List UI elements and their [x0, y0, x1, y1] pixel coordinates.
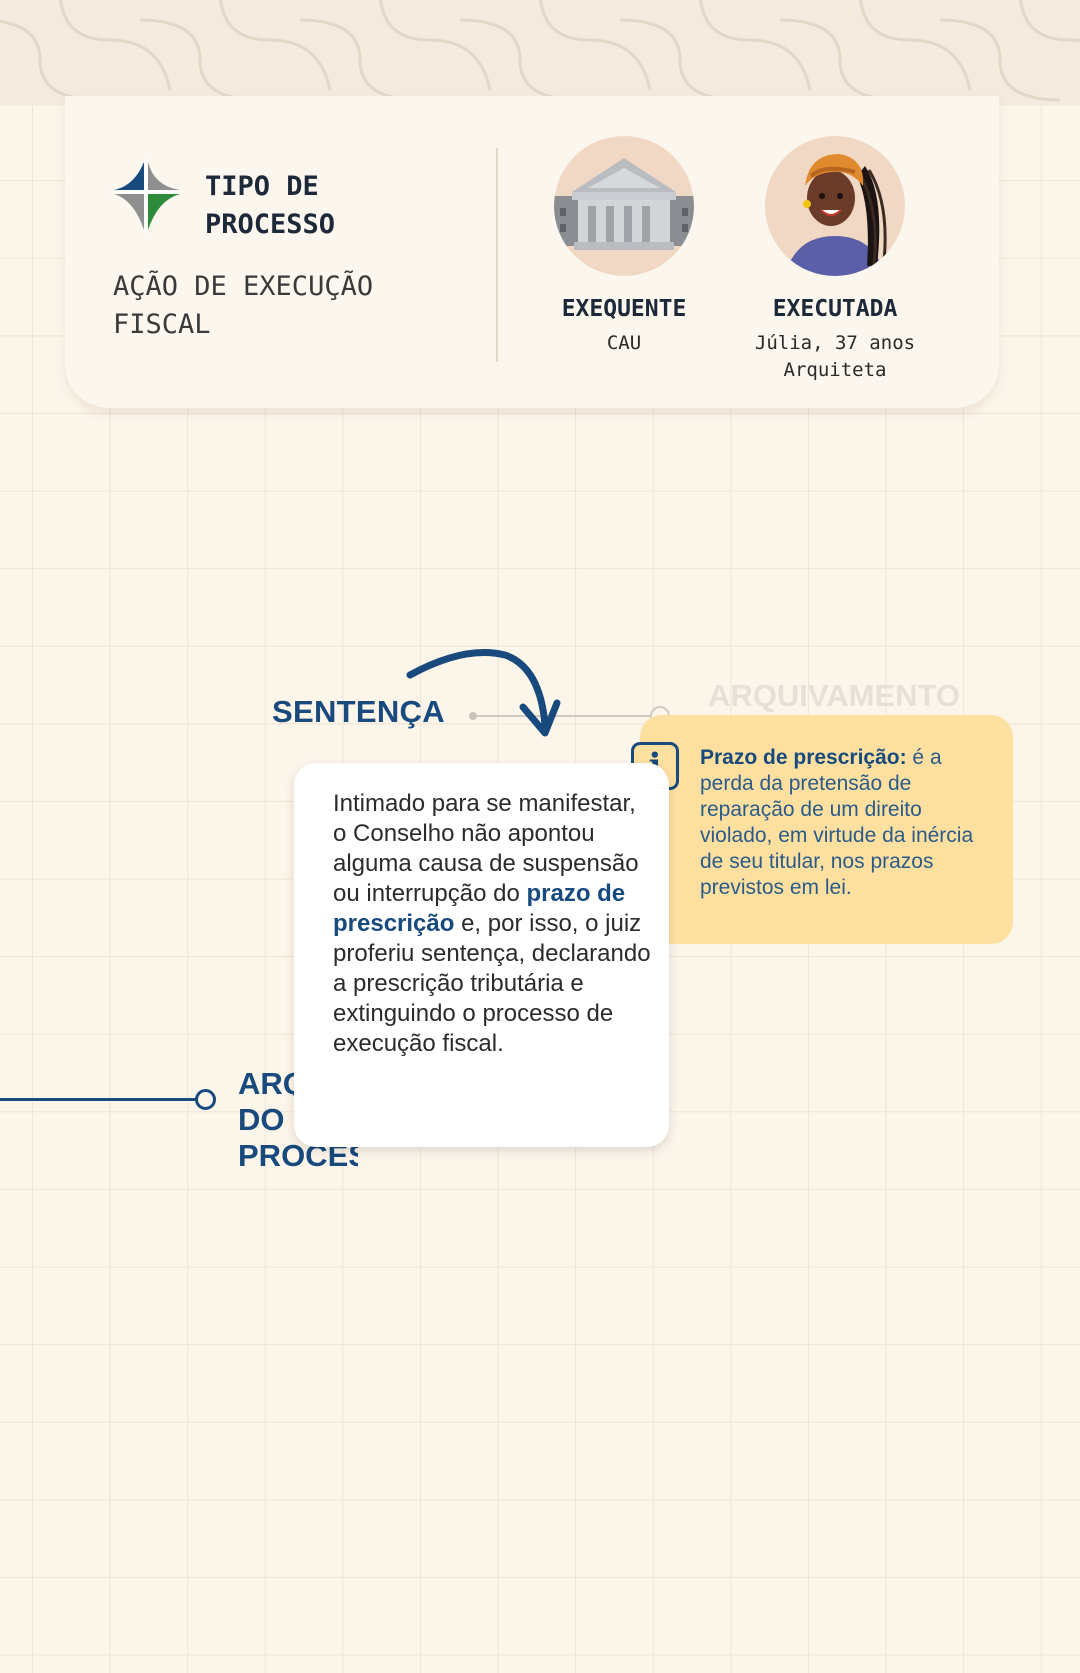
explanation-part-2: e, por isso, o juiz proferiu sentença, d…: [333, 910, 651, 1057]
courthouse-building-icon: [554, 136, 694, 276]
sentence-explanation-card: Intimado para se manifestar, o Conselho …: [294, 763, 669, 1147]
executada-name-age: Júlia, 37 anos: [754, 332, 916, 354]
executada-details: Júlia, 37 anos Arquiteta: [735, 330, 935, 384]
card-divider: [496, 148, 498, 362]
executada-role: EXECUTADA: [772, 296, 898, 322]
timeline-node-bottom: [195, 1089, 216, 1110]
process-type-title: TIPO DE PROCESSO: [205, 171, 336, 240]
definition-term: Prazo de prescrição:: [700, 746, 907, 769]
executada-profession: Arquiteta: [783, 359, 887, 381]
explanation-part-1: Intimado para se manifestar, o Conselho …: [333, 790, 639, 907]
curved-arrow-icon: [406, 649, 561, 737]
timeline-node-sentenca: [469, 712, 477, 720]
exequente-party: EXEQUENTE CAU: [524, 136, 724, 357]
timeline-connector: [470, 715, 660, 717]
definition-body: é a perda da pretensão de reparação de u…: [700, 746, 974, 899]
institution-logo-icon: [110, 156, 182, 236]
executada-party: EXECUTADA Júlia, 37 anos Arquiteta: [735, 136, 935, 384]
decorative-header-pattern: [0, 0, 1080, 106]
process-type-value: AÇÃO DE EXECUÇÃO FISCAL: [113, 271, 374, 340]
exequente-role: EXEQUENTE: [561, 296, 687, 322]
sentence-explanation-text: Intimado para se manifestar, o Conselho …: [333, 789, 653, 1059]
definition-text: Prazo de prescrição: é a perda da preten…: [700, 745, 980, 901]
process-info-card: TIPO DE PROCESSO AÇÃO DE EXECUÇÃO FISCAL: [65, 96, 999, 408]
woman-avatar-icon: [765, 136, 905, 276]
definition-card: Prazo de prescrição: é a perda da preten…: [640, 715, 1013, 944]
step-label-sentenca: SENTENÇA: [272, 694, 445, 729]
timeline-connector-bottom: [0, 1098, 196, 1101]
exequente-name: CAU: [606, 332, 642, 354]
step-label-arquivamento: ARQUIVAMENTO: [708, 678, 961, 713]
explanation-highlight: prazo de prescrição: [333, 880, 626, 937]
